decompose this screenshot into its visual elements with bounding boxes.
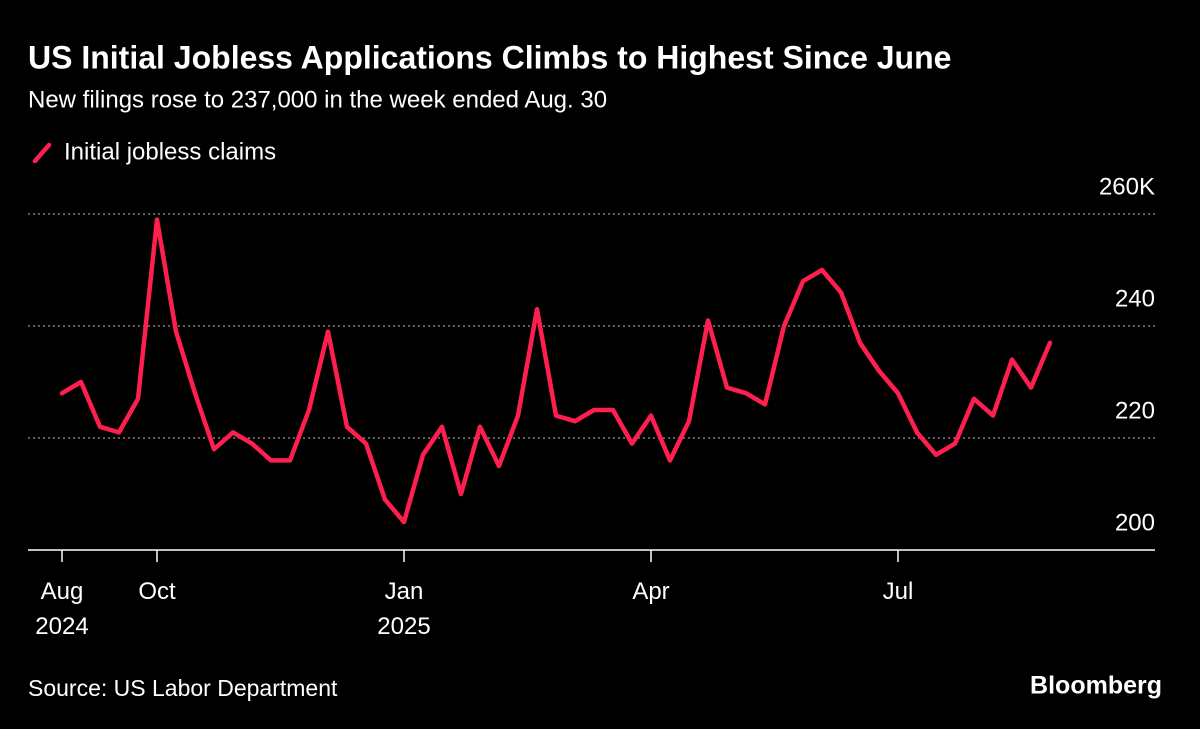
- source: Source: US Labor Department: [28, 675, 338, 701]
- legend-swatch: [32, 142, 52, 164]
- y-tick-label: 260K: [1099, 173, 1155, 200]
- chart-subtitle: New filings rose to 237,000 in the week …: [28, 86, 607, 113]
- x-tick-label: Oct: [138, 578, 176, 605]
- x-tick-label: Apr: [632, 578, 670, 605]
- y-tick-label: 240: [1115, 285, 1155, 312]
- x-tick-label: Jul: [882, 578, 914, 605]
- legend-label: Initial jobless claims: [64, 138, 276, 165]
- y-tick-label: 220: [1115, 397, 1155, 424]
- x-tick-label: Jan 2025: [377, 578, 431, 640]
- chart-title: US Initial Jobless Applications Climbs t…: [28, 39, 951, 75]
- x-tick-label: Aug 2024: [35, 578, 89, 640]
- logo: Bloomberg: [1030, 672, 1162, 700]
- line: [59, 217, 1053, 525]
- y-tick-label: 200: [1115, 509, 1155, 536]
